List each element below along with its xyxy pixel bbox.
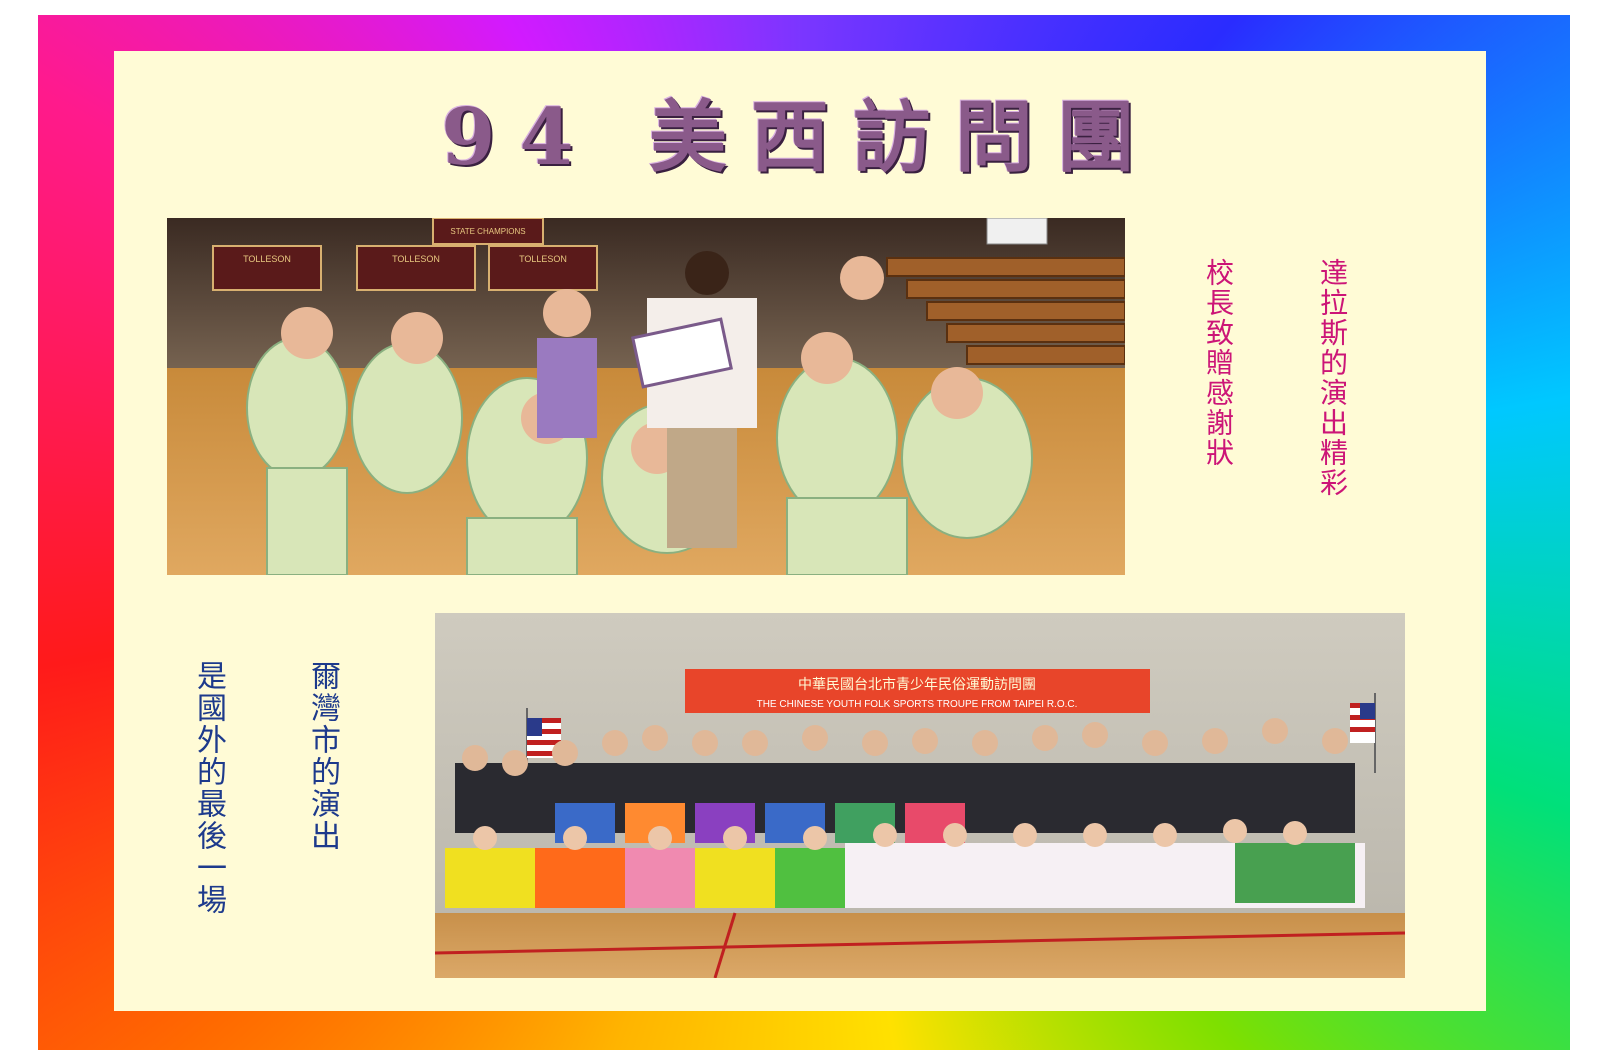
banner-text-2: TOLLESON [392,254,440,264]
gym-banner-1: TOLLESON [212,245,322,291]
state-champions-banner: STATE CHAMPIONS [432,218,544,245]
gym-banner-3: TOLLESON [488,245,598,291]
photo-irving-group: 中華民國台北市青少年民俗運動訪問團 THE CHINESE YOUTH FOLK… [435,613,1405,978]
caption-principal-certificate: 校長致贈感謝狀 [1202,258,1235,468]
banner-en-text: THE CHINESE YOUTH FOLK SPORTS TROUPE FRO… [757,699,1078,710]
state-banner-text: STATE CHAMPIONS [450,227,525,236]
caption-last-overseas-show: 是國外的最後一場 [191,660,226,916]
us-flag-icon [1350,693,1376,773]
photo-dallas-certificate: TOLLESON TOLLESON TOLLESON STATE CHAMPIO… [167,218,1125,575]
caption-dallas-performance: 達拉斯的演出精彩 [1316,258,1349,498]
troupe-banner: 中華民國台北市青少年民俗運動訪問團 THE CHINESE YOUTH FOLK… [685,669,1150,713]
page-title: 94 美西訪問團 [441,92,1159,183]
caption-irving-performance: 爾灣市的演出 [305,660,340,852]
banner-text-3: TOLLESON [519,254,567,264]
banner-cn-text: 中華民國台北市青少年民俗運動訪問團 [798,676,1036,693]
banner-text-1: TOLLESON [243,254,291,264]
gym-banner-2: TOLLESON [356,245,476,291]
